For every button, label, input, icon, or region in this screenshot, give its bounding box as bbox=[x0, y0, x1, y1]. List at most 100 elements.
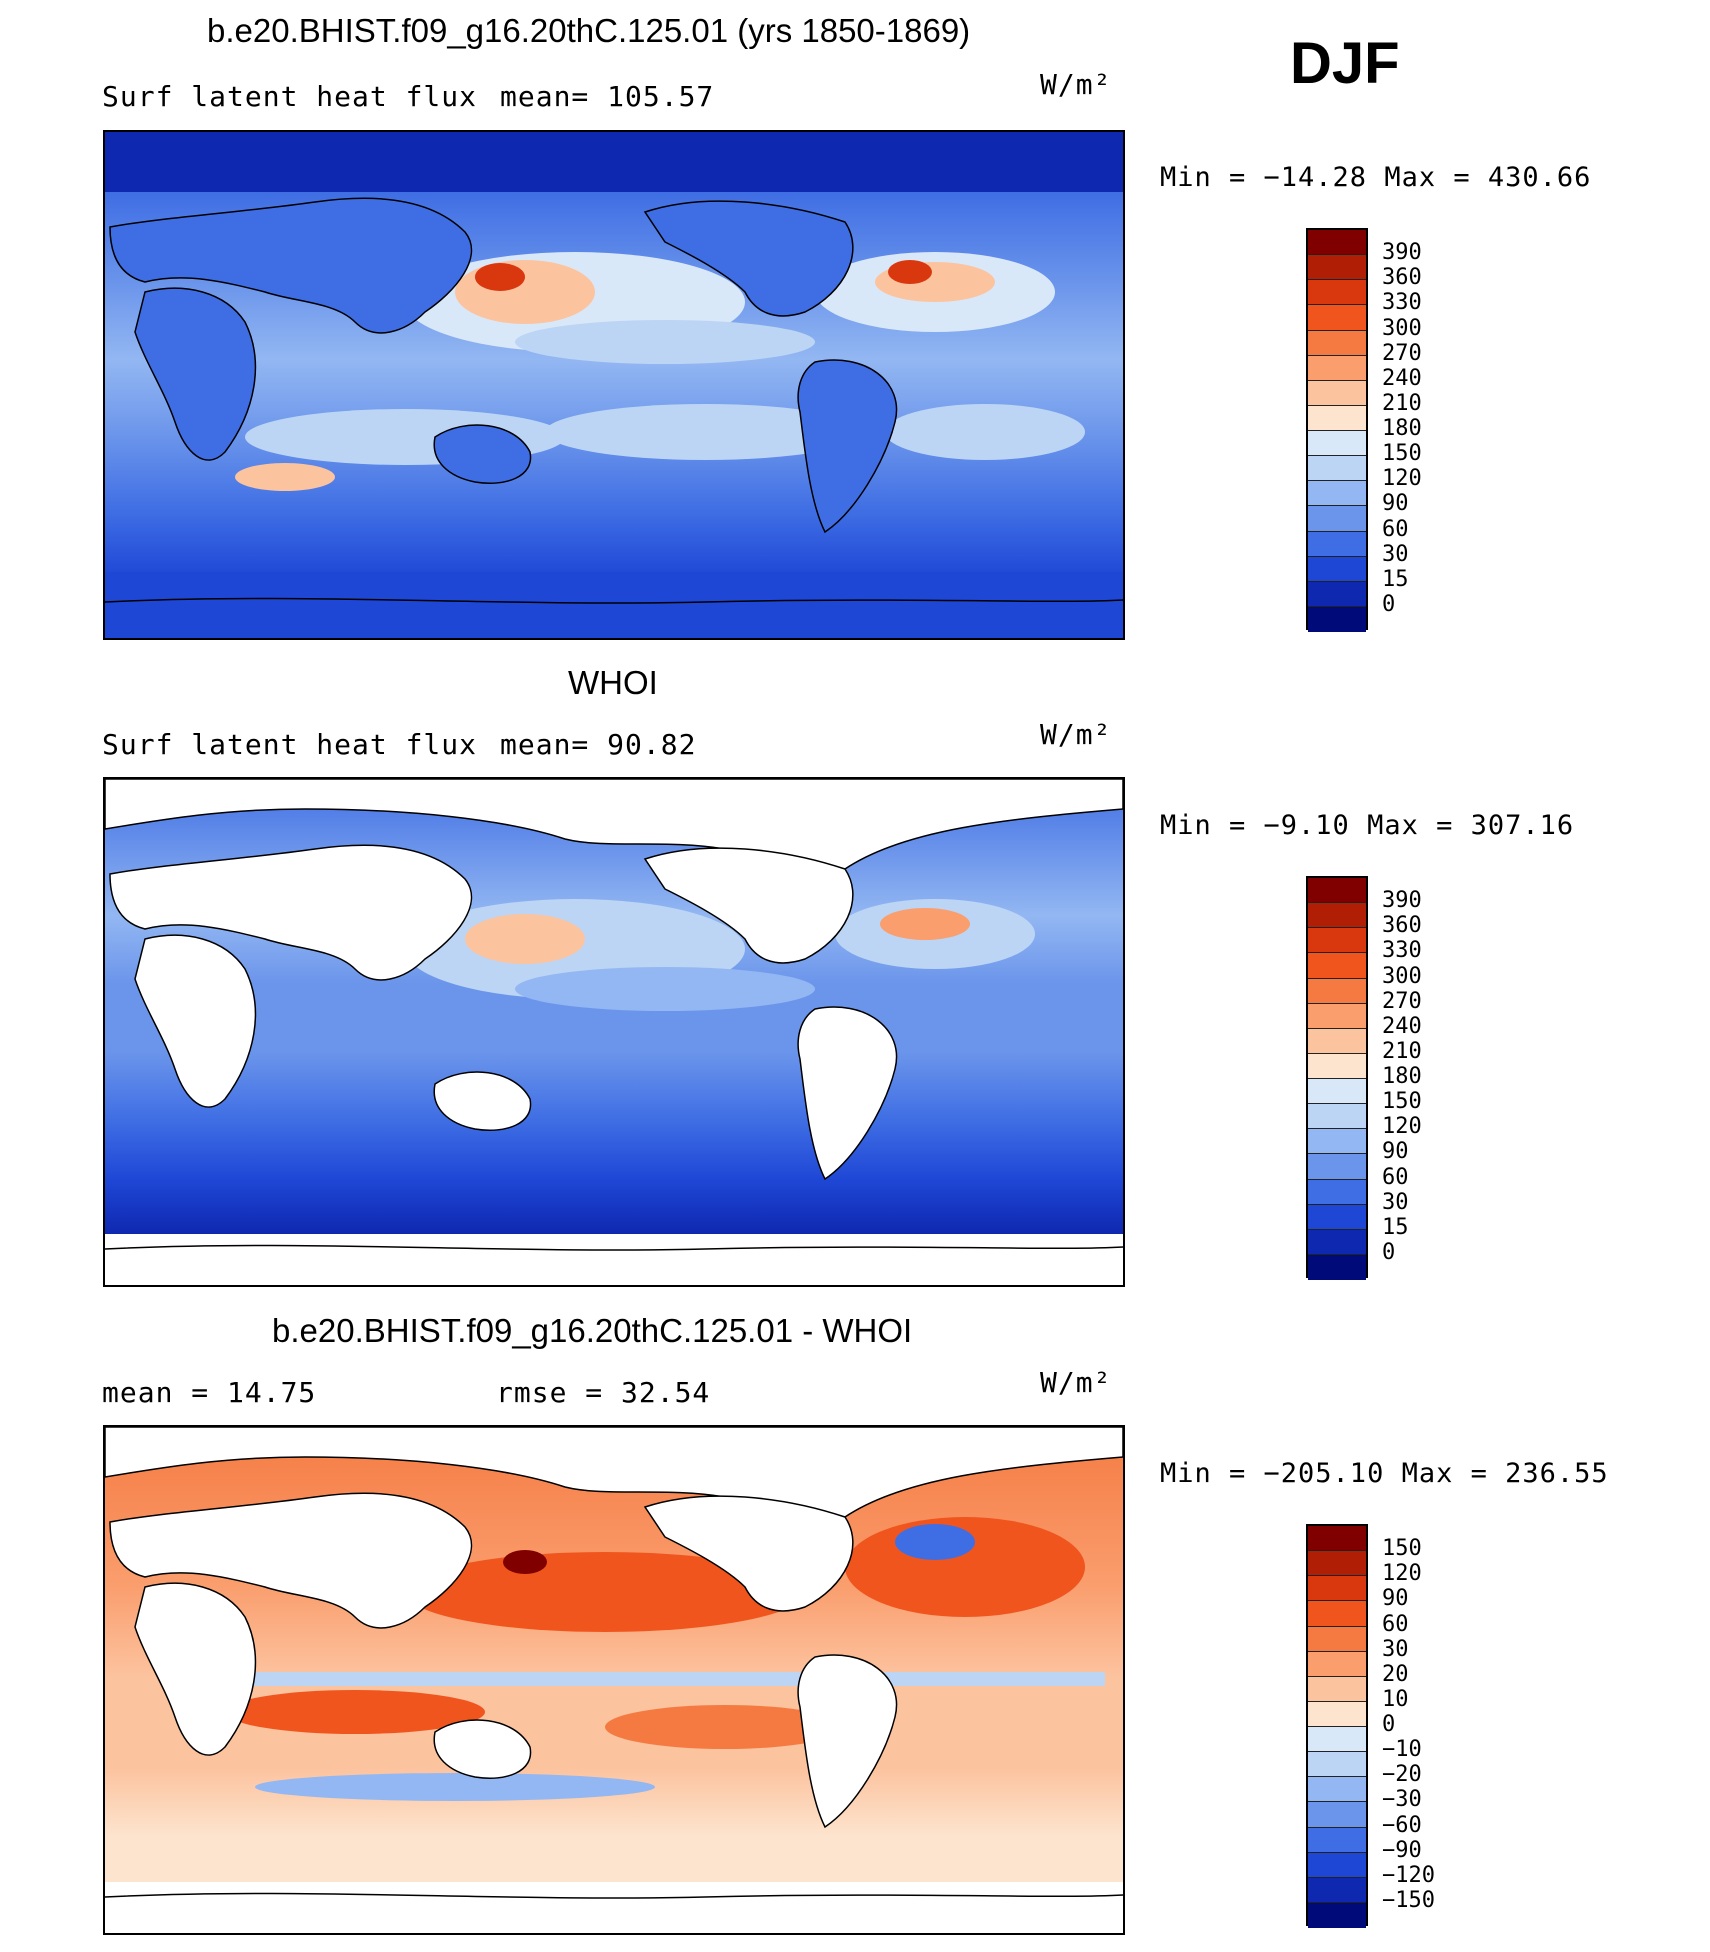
colorbar-segment bbox=[1308, 606, 1366, 632]
colorbar-segment bbox=[1308, 1626, 1366, 1652]
panel-3-map bbox=[103, 1425, 1125, 1935]
north-pacific-positive bbox=[405, 1552, 805, 1632]
colorbar-segment bbox=[1308, 255, 1366, 281]
colorbar-tick-label: 30 bbox=[1382, 1189, 1409, 1215]
colorbar-segment bbox=[1308, 1601, 1366, 1627]
panel-1-title: b.e20.BHIST.f09_g16.20thC.125.01 (yrs 18… bbox=[207, 12, 971, 49]
colorbar-segment bbox=[1308, 1777, 1366, 1803]
southern-ocean-field bbox=[105, 572, 1123, 638]
panel-1-variable-label: Surf latent heat flux bbox=[102, 80, 478, 113]
colorbar-tick-label: 120 bbox=[1382, 1114, 1422, 1140]
colorbar-segment bbox=[1308, 928, 1366, 954]
colorbar-segment bbox=[1308, 1676, 1366, 1702]
colorbar-tick-label: 360 bbox=[1382, 265, 1422, 291]
colorbar-tick-label: 240 bbox=[1382, 1013, 1422, 1039]
colorbar-segment bbox=[1308, 1852, 1366, 1878]
colorbar-segment bbox=[1308, 978, 1366, 1004]
colorbar-tick-label: −10 bbox=[1382, 1737, 1422, 1763]
colorbar-segment bbox=[1308, 1254, 1366, 1280]
ocean-field bbox=[105, 1427, 1123, 1882]
colorbar-segment bbox=[1308, 481, 1366, 507]
colorbar-tick-label: 15 bbox=[1382, 566, 1409, 592]
agulhas-warm bbox=[235, 463, 335, 491]
season-label: DJF bbox=[1290, 31, 1400, 96]
antarctica-coastline bbox=[105, 1892, 1123, 1899]
colorbar-tick-label: 210 bbox=[1382, 390, 1422, 416]
colorbar-segment bbox=[1308, 1651, 1366, 1677]
colorbar-tick-label: 240 bbox=[1382, 365, 1422, 391]
eurasia-shape bbox=[109, 197, 473, 334]
colorbar-segment bbox=[1308, 431, 1366, 457]
southern-negative-band bbox=[255, 1773, 655, 1801]
colorbar-tick-label: 10 bbox=[1382, 1686, 1409, 1712]
africa-shape bbox=[134, 934, 257, 1108]
panel-1-minmax: Min = −14.28 Max = 430.66 bbox=[1160, 162, 1592, 193]
australia-shape bbox=[433, 1071, 532, 1131]
pacific-trade-band bbox=[515, 320, 815, 364]
colorbar-segment bbox=[1308, 1902, 1366, 1928]
south-indian-positive bbox=[225, 1690, 485, 1734]
colorbar-tick-label: 120 bbox=[1382, 466, 1422, 492]
colorbar-segment bbox=[1308, 1204, 1366, 1230]
antarctica-coastline bbox=[105, 597, 1123, 604]
colorbar-tick-label: 330 bbox=[1382, 290, 1422, 316]
gulf-stream-warm bbox=[880, 908, 970, 940]
panel-3-units: W/m² bbox=[1040, 1366, 1112, 1399]
north-america-shape bbox=[643, 1495, 854, 1612]
colorbar-segment bbox=[1308, 1053, 1366, 1079]
north-america-shape bbox=[643, 200, 854, 317]
colorbar-segment bbox=[1308, 1229, 1366, 1255]
colorbar-segment bbox=[1308, 581, 1366, 607]
colorbar-tick-label: −150 bbox=[1382, 1887, 1435, 1913]
colorbar-tick-label: 60 bbox=[1382, 1611, 1409, 1637]
colorbar-tick-label: 60 bbox=[1382, 516, 1409, 542]
colorbar-tick-label: 180 bbox=[1382, 416, 1422, 441]
colorbar-segment bbox=[1308, 1701, 1366, 1727]
antarctic-missing-region bbox=[105, 1234, 1123, 1285]
colorbar-tick-label: 390 bbox=[1382, 240, 1422, 266]
colorbar-tick-label: 180 bbox=[1382, 1064, 1422, 1089]
panel-1-colorbar bbox=[1306, 228, 1368, 632]
colorbar-segment bbox=[1308, 903, 1366, 929]
colorbar-tick-label: 300 bbox=[1382, 963, 1422, 989]
colorbar-tick-label: −20 bbox=[1382, 1762, 1422, 1788]
south-pacific-band bbox=[545, 404, 865, 460]
colorbar-tick-label: 300 bbox=[1382, 315, 1422, 341]
colorbar-tick-label: 90 bbox=[1382, 1586, 1409, 1612]
colorbar-tick-label: 60 bbox=[1382, 1164, 1409, 1190]
colorbar-tick-label: 150 bbox=[1382, 1089, 1422, 1115]
eurasia-shape bbox=[109, 844, 473, 981]
colorbar-segment bbox=[1308, 1576, 1366, 1602]
ocean-field bbox=[105, 132, 1123, 638]
colorbar-tick-label: 30 bbox=[1382, 1636, 1409, 1662]
panel-2-title: WHOI bbox=[568, 664, 658, 701]
colorbar-segment bbox=[1308, 953, 1366, 979]
arctic-land-shape bbox=[105, 779, 1123, 873]
panel-3-title: b.e20.BHIST.f09_g16.20thC.125.01 - WHOI bbox=[272, 1312, 913, 1349]
colorbar-segment bbox=[1308, 230, 1366, 256]
colorbar-segment bbox=[1308, 531, 1366, 557]
australia-shape bbox=[433, 424, 532, 484]
panel-2-units: W/m² bbox=[1040, 718, 1112, 751]
antarctic-missing-region bbox=[105, 1882, 1123, 1933]
colorbar-tick-label: 20 bbox=[1382, 1661, 1409, 1687]
colorbar-segment bbox=[1308, 878, 1366, 904]
panel-2-minmax: Min = −9.10 Max = 307.16 bbox=[1160, 810, 1575, 841]
colorbar-tick-label: 330 bbox=[1382, 938, 1422, 964]
colorbar-tick-label: 270 bbox=[1382, 340, 1422, 366]
colorbar-tick-label: 150 bbox=[1382, 441, 1422, 467]
gulf-stream-negative bbox=[895, 1524, 975, 1560]
colorbar-segment bbox=[1308, 1028, 1366, 1054]
equatorial-negative-band bbox=[225, 1672, 1105, 1686]
colorbar-segment bbox=[1308, 405, 1366, 431]
colorbar-segment bbox=[1308, 1727, 1366, 1753]
australia-shape bbox=[433, 1719, 532, 1779]
arctic-land-shape bbox=[105, 1427, 1123, 1521]
colorbar-segment bbox=[1308, 280, 1366, 306]
colorbar-tick-label: 270 bbox=[1382, 988, 1422, 1014]
colorbar-segment bbox=[1308, 305, 1366, 331]
colorbar-segment bbox=[1308, 1079, 1366, 1105]
antarctica-coastline bbox=[105, 1244, 1123, 1251]
colorbar-tick-label: 120 bbox=[1382, 1561, 1422, 1587]
colorbar-tick-label: 150 bbox=[1382, 1536, 1422, 1562]
